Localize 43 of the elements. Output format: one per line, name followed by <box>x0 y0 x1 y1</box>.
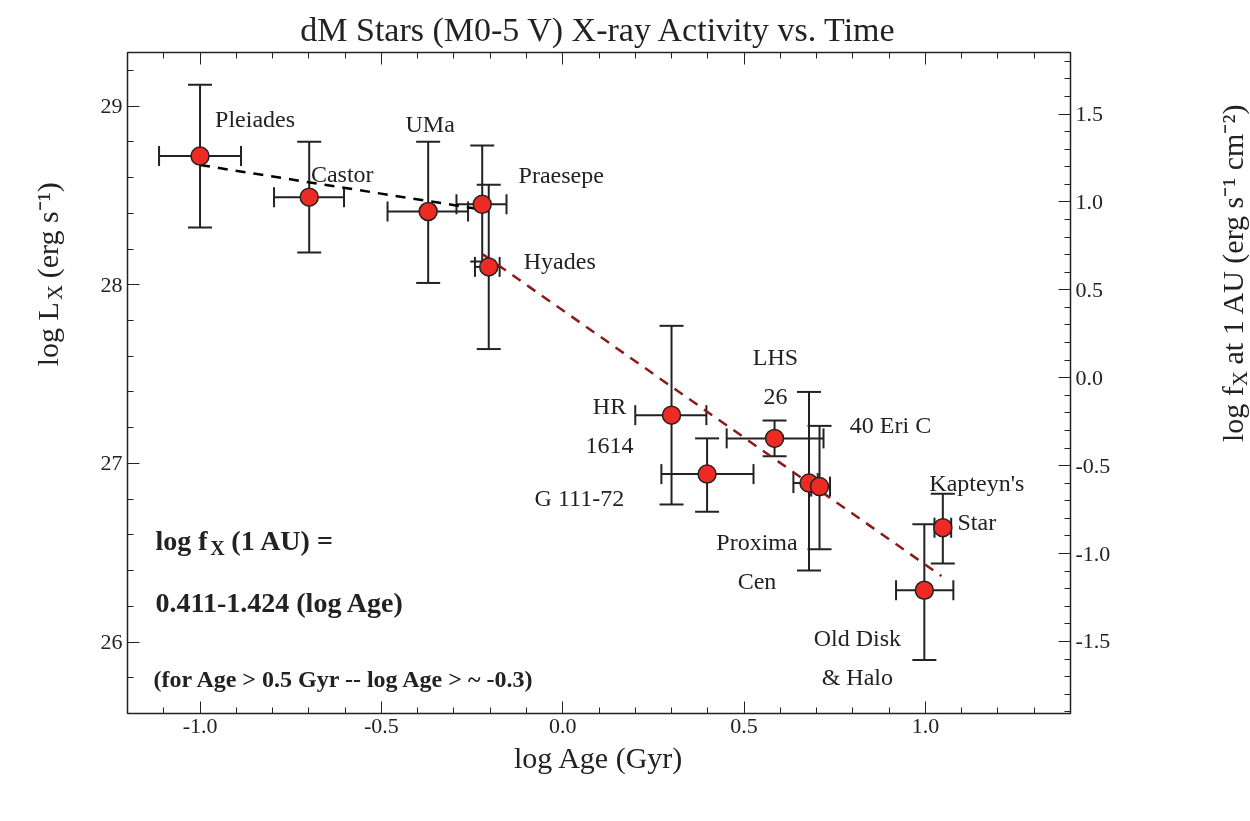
point <box>478 257 499 277</box>
point <box>299 187 319 207</box>
point <box>914 580 935 600</box>
annotation: Castor <box>310 161 374 188</box>
annotation: Pleiades <box>215 106 296 133</box>
y2-tick-label: 0.0 <box>1075 364 1103 390</box>
annotation: 0.411-1.424 (log Age) <box>155 587 403 618</box>
annotation: G 111-72 <box>534 485 625 512</box>
point <box>764 428 785 449</box>
y2-tick-label: 1.5 <box>1075 101 1103 127</box>
y2-tick-label: 1.0 <box>1075 188 1103 214</box>
annotation: HR 1614 <box>585 392 634 458</box>
annotation: Kapteyn's Star <box>929 470 1025 536</box>
y2-tick-label: 0.5 <box>1075 276 1103 302</box>
x-tick-label: -0.5 <box>363 712 399 738</box>
y-tick-label: 29 <box>100 93 123 119</box>
x-tick-label: -1.0 <box>182 712 218 738</box>
point <box>472 194 492 215</box>
x-axis-title: log Age (Gyr) <box>514 740 683 775</box>
y2-tick-label: -0.5 <box>1075 452 1111 478</box>
annotation: Old Disk & Halo <box>813 624 902 690</box>
y-tick-label: 26 <box>100 629 123 655</box>
point <box>190 146 210 166</box>
y2-tick-label: -1.5 <box>1075 628 1111 654</box>
x-tick-label: 1.0 <box>911 712 940 738</box>
x-tick-label: 0.5 <box>730 712 758 738</box>
y-tick-label: 27 <box>100 450 123 476</box>
point <box>418 201 438 222</box>
annotation: Praesepe <box>518 162 604 189</box>
chart-title: dM Stars (M0-5 V) X-ray Activity vs. Time <box>300 10 895 49</box>
y-axis-title: log LX (erg s⁻¹) <box>31 182 67 367</box>
y2-axis-title: log fX at 1 AU (erg s⁻¹ cm⁻²) <box>1216 104 1250 443</box>
annotation: 40 Eri C <box>849 411 932 438</box>
annotation: (for Age > 0.5 Gyr -- log Age > ~ -0.3) <box>153 665 533 692</box>
x-tick-label: 0.0 <box>548 712 577 738</box>
point <box>697 464 717 484</box>
annotation: Proxima Cen <box>716 528 799 594</box>
annotation: LHS 26 <box>752 343 799 409</box>
point <box>661 405 682 425</box>
y-tick-label: 28 <box>100 271 123 297</box>
annotation: Hyades <box>523 247 596 274</box>
annotation: UMa <box>405 110 456 137</box>
y2-tick-label: -1.0 <box>1075 540 1111 566</box>
